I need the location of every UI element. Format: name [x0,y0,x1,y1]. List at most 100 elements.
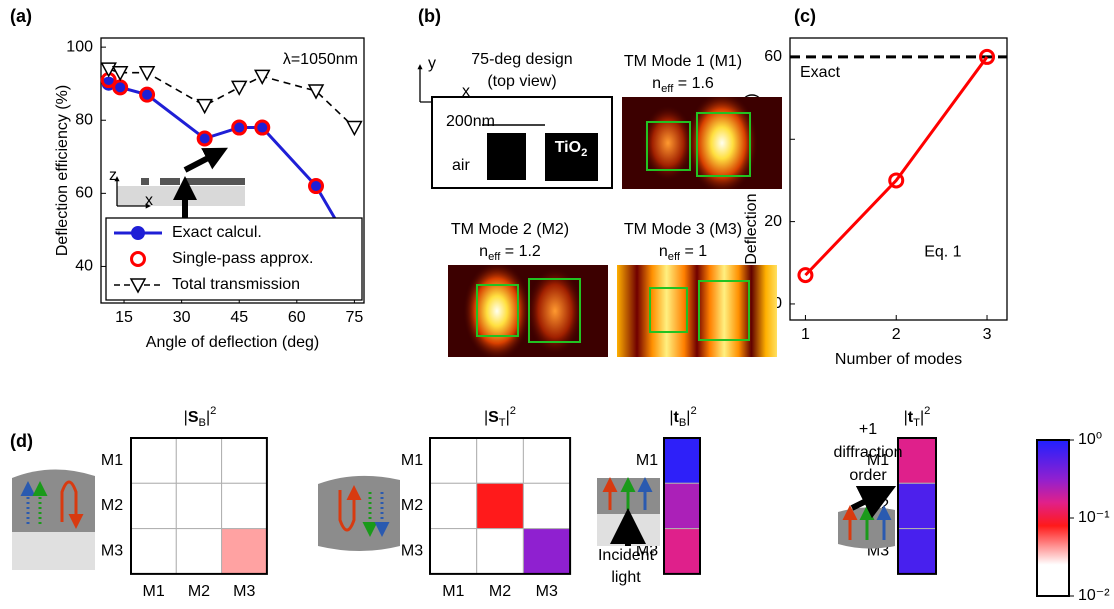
panel-label: (a) [10,6,32,26]
series-label: Eq. 1 [924,244,961,261]
reflect-arrow [338,485,362,532]
heatmap-cell [663,482,701,530]
heatmap-frame [663,437,701,575]
heatmap-title: |SB|2 [184,405,217,429]
text-part: T [913,417,920,429]
marker [196,130,213,147]
plot-frame [789,37,1008,321]
heatmap-cell [476,482,524,530]
marker [307,84,325,100]
pillar-outline [696,112,751,177]
heatmap-cell [897,437,937,484]
series-line [804,56,989,277]
legend-label: Single-pass approx. [172,250,313,267]
scale-label: 200nm [446,113,495,130]
field-lobe [463,265,531,357]
text-part: n [652,75,661,92]
marker [231,119,248,136]
y-axis-label: Deflection efficiency (%) [54,85,71,256]
legend-marker [130,251,146,267]
text-part: | [669,409,673,426]
heatmap-cell [175,482,223,530]
field-lobe [527,267,583,355]
x-axis-label: Number of modes [835,351,962,368]
diffraction-label: diffraction [833,444,902,461]
legend-marker [131,226,145,240]
device-body [12,469,95,532]
text-part: = 1 [680,243,707,260]
panel-label: (b) [418,6,441,26]
incident-label: light [611,569,641,586]
heatmap-cell [897,482,937,530]
heatmap-frame [130,437,268,575]
x-tick-label: 15 [115,309,133,326]
y-tick-label: 40 [75,258,93,275]
x-tick-label: 45 [230,309,248,326]
pillar-outline [646,121,691,171]
x-axis-label: Angle of deflection (deg) [146,334,319,351]
y-tick-label: 60 [75,185,93,202]
x-tick-label: 3 [983,326,992,343]
text-part: eff [661,83,674,95]
air-label: air [452,157,470,174]
marker [254,119,271,136]
heatmap-cell [429,528,478,575]
text-part: | [206,409,210,426]
marker [979,48,996,65]
marker [797,267,814,284]
material-label: TiO2 [555,139,588,159]
heatmap-cell [130,528,177,575]
y-tick-label: 80 [75,111,93,128]
pillar [487,133,526,180]
diffraction-label: +1 [859,421,877,438]
text-part: TiO [555,139,581,156]
diffraction-label: order [849,467,887,484]
colorbar [1036,439,1070,597]
text-part: | [904,409,908,426]
marker [111,65,129,82]
text-part: S [488,409,499,426]
heatmap-cell [130,437,177,484]
row-label: M2 [401,497,423,514]
column-label: M1 [442,583,464,600]
deflected-arrow [183,147,228,173]
mode-title: TM Mode 1 (M1) [624,53,742,70]
inset-axis-label: x [145,192,153,209]
field-lobe [642,105,694,181]
row-label: M3 [101,542,123,559]
text-part: 2 [210,405,216,417]
incident-label: Incident [598,547,655,564]
marker [253,69,271,85]
text-part: eff [488,251,501,263]
row-label: M1 [401,452,423,469]
reference-label: Exact [800,64,841,81]
heatmap-frame [897,437,937,575]
pillar-outline [649,287,688,333]
heatmap-cell [130,482,177,530]
text-part: | [920,409,924,426]
inset-substrate [117,186,245,206]
mode-title: TM Mode 2 (M2) [451,221,569,238]
coord-label: y [428,55,436,72]
heatmap-cell [221,437,268,484]
heatmap-cell [476,437,524,484]
inset-axis-label: z [109,167,117,184]
device-body [318,475,400,551]
colorbar-label: 10⁻² [1078,587,1110,604]
row-label: M3 [401,542,423,559]
colorbar-label: 10⁰ [1078,431,1102,448]
row-label: M1 [636,452,658,469]
legend-marker [129,278,147,294]
text-part: = 1.6 [673,75,714,92]
legend-label: Total transmission [172,276,300,293]
column-label: M1 [143,583,165,600]
text-part: | [484,409,488,426]
inset-pillar [185,178,245,185]
mode-field [617,265,777,357]
text-part: n [479,243,488,260]
marker [308,178,325,195]
marker [888,172,905,189]
heatmap-title: |ST|2 [484,405,516,429]
pillar-outline [476,284,519,337]
